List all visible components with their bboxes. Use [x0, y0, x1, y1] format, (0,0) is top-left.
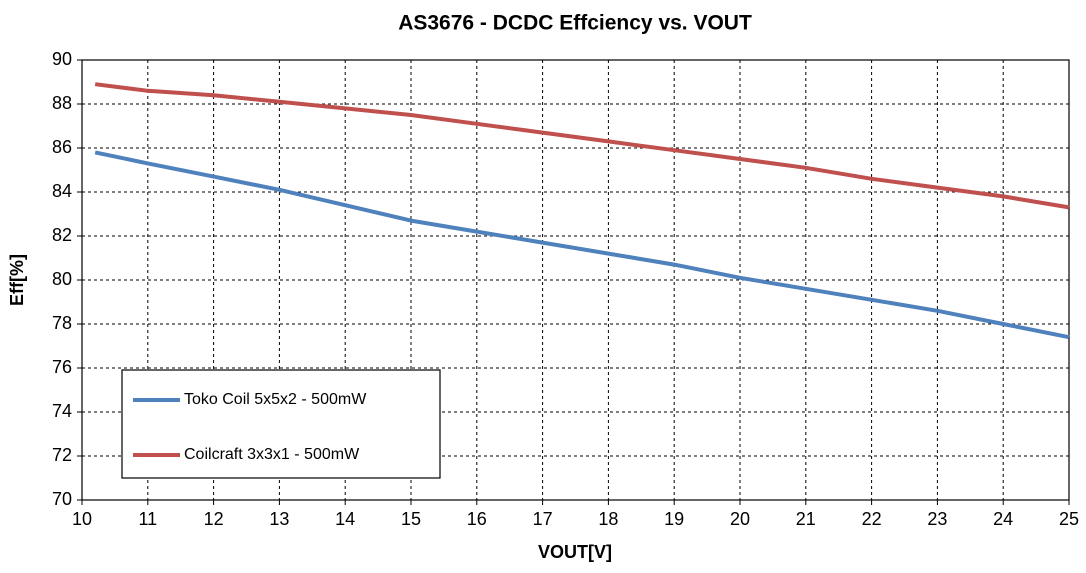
- x-axis-label: VOUT[V]: [538, 542, 612, 562]
- y-tick-label: 80: [52, 269, 72, 289]
- x-tick-label: 16: [467, 509, 487, 529]
- x-tick-label: 17: [533, 509, 553, 529]
- x-tick-label: 18: [598, 509, 618, 529]
- x-tick-label: 20: [730, 509, 750, 529]
- x-tick-label: 23: [927, 509, 947, 529]
- y-axis-label: Eff[%]: [7, 254, 27, 306]
- y-tick-label: 84: [52, 181, 72, 201]
- legend-label: Toko Coil 5x5x2 - 500mW: [184, 391, 367, 408]
- y-tick-label: 70: [52, 489, 72, 509]
- x-tick-label: 21: [796, 509, 816, 529]
- x-tick-label: 12: [204, 509, 224, 529]
- x-tick-label: 10: [72, 509, 92, 529]
- legend-label: Coilcraft 3x3x1 - 500mW: [184, 446, 360, 463]
- x-tick-label: 19: [664, 509, 684, 529]
- y-tick-label: 72: [52, 445, 72, 465]
- y-tick-label: 88: [52, 93, 72, 113]
- y-tick-label: 74: [52, 401, 72, 421]
- plot-frame: [81, 59, 1070, 501]
- x-tick-label: 22: [862, 509, 882, 529]
- chart-title: AS3676 - DCDC Effciency vs. VOUT: [398, 12, 752, 35]
- series-line: [94, 150, 1070, 340]
- x-tick-label: 13: [269, 509, 289, 529]
- y-tick-label: 76: [52, 357, 72, 377]
- y-tick-label: 90: [52, 49, 72, 69]
- y-tick-label: 78: [52, 313, 72, 333]
- x-tick-label: 24: [993, 509, 1013, 529]
- series-line: [94, 82, 1070, 210]
- y-tick-label: 82: [52, 225, 72, 245]
- x-tick-label: 15: [401, 509, 421, 529]
- x-tick-label: 25: [1059, 509, 1079, 529]
- x-tick-label: 14: [335, 509, 355, 529]
- x-tick-label: 11: [138, 509, 157, 529]
- legend-box: [121, 369, 441, 479]
- y-tick-label: 86: [52, 137, 72, 157]
